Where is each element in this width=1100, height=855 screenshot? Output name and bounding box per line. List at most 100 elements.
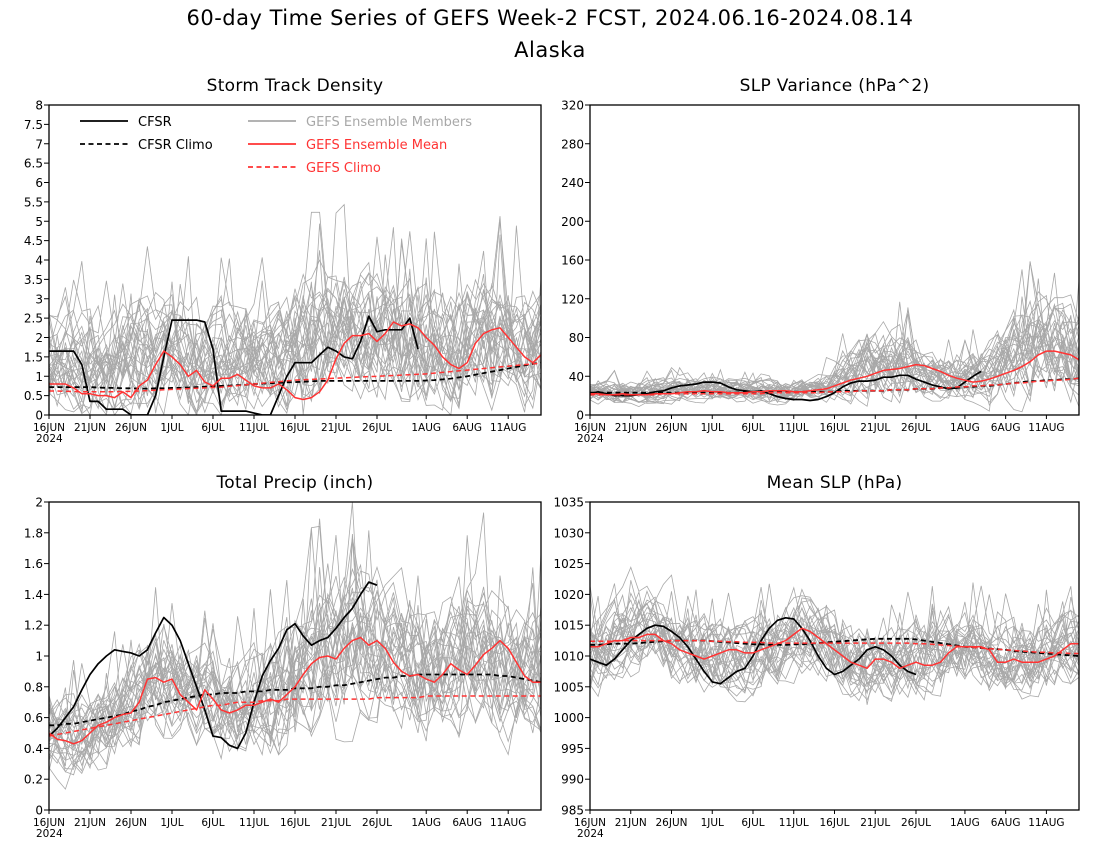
storm-track-density-y-tick-label: 7.5 xyxy=(24,118,43,132)
slp-variance-series-gefs-mean xyxy=(590,350,1079,396)
storm-track-density-year-label: 2024 xyxy=(36,433,63,445)
total-precip-x-tick-label: 21JUN xyxy=(74,817,106,829)
legend-cfsr-label: CFSR xyxy=(138,115,172,130)
total-precip-member-line xyxy=(49,535,541,770)
storm-track-density-x-tick-label: 1AUG xyxy=(411,422,441,434)
total-precip-x-tick-label: 21JUL xyxy=(321,817,351,829)
mean-slp-x-tick-label: 16JUN xyxy=(574,817,606,829)
storm-track-density-y-tick-label: 5.5 xyxy=(24,195,43,209)
slp-variance-y-tick-label: 240 xyxy=(561,176,584,190)
legend-gefs-mean-label: GEFS Ensemble Mean xyxy=(306,138,447,153)
mean-slp-member-line xyxy=(590,607,1079,685)
storm-track-density-y-tick-label: 0 xyxy=(35,409,43,423)
mean-slp-y-tick-label: 1000 xyxy=(553,711,584,725)
total-precip-y-tick-label: 1.6 xyxy=(24,557,43,571)
storm-track-density-x-tick-label: 16JUN xyxy=(33,422,65,434)
storm-track-density-member-line xyxy=(49,282,541,415)
total-precip-y-tick-label: 1 xyxy=(35,650,43,664)
panels-group: Storm Track Density 0 0.5 1 1.5 2 2.5 3 3.5 4 4.5 5… xyxy=(24,76,1080,840)
storm-track-density-y-tick-label: 2.5 xyxy=(24,312,43,326)
total-precip-y-tick-label: 1.8 xyxy=(24,526,43,540)
mean-slp-series-cfsr-climo xyxy=(590,637,1079,657)
mean-slp-y-tick-label: 1020 xyxy=(553,588,584,602)
mean-slp-x-tick-label: 26JUN xyxy=(656,817,688,829)
total-precip-member-line xyxy=(49,589,541,761)
storm-track-density-x-tick-label: 1JUL xyxy=(160,422,183,434)
total-precip-x-tick-label: 26JUN xyxy=(115,817,147,829)
slp-variance-series-gefs-climo xyxy=(590,377,1079,396)
storm-track-density-y-tick-label: 1.5 xyxy=(24,350,43,364)
slp-variance-member-line xyxy=(590,308,1079,399)
total-precip-x-tick-label: 11JUL xyxy=(239,817,269,829)
storm-track-density-member-line xyxy=(49,234,541,413)
storm-track-density-x-tick-label: 6JUL xyxy=(201,422,224,434)
storm-track-density-member-line xyxy=(49,274,541,412)
slp-variance-plot-area xyxy=(590,261,1079,413)
mean-slp-member-line xyxy=(590,617,1079,693)
slp-variance-x-tick-label: 6JUL xyxy=(741,422,764,434)
total-precip-title: Total Precip (inch) xyxy=(216,473,374,493)
mean-slp-y-tick-label: 1030 xyxy=(553,526,584,540)
slp-variance-ensemble-members xyxy=(590,261,1079,413)
mean-slp-member-line xyxy=(590,574,1079,697)
storm-track-density-y-tick-label: 5 xyxy=(35,215,43,229)
legend-gefs-climo-label: GEFS Climo xyxy=(306,161,381,176)
storm-track-density-y-tick-label: 3.5 xyxy=(24,273,43,287)
slp-variance-y-tick-label: 200 xyxy=(561,215,584,229)
mean-slp-member-line xyxy=(590,605,1079,705)
slp-variance-member-line xyxy=(590,321,1079,408)
storm-track-density-series-cfsr xyxy=(49,315,419,415)
mean-slp-x-tick-label: 6AUG xyxy=(991,817,1021,829)
storm-track-density-member-line xyxy=(49,242,541,403)
slp-variance-y-tick-label: 40 xyxy=(569,370,584,384)
total-precip-member-line xyxy=(49,567,541,756)
total-precip-y-tick-label: 1.4 xyxy=(24,588,43,602)
mean-slp-y-tick-label: 1025 xyxy=(553,557,584,571)
slp-variance-y-tick-label: 280 xyxy=(561,137,584,151)
mean-slp-member-line xyxy=(590,598,1079,683)
mean-slp-y-tick-label: 1035 xyxy=(553,496,584,510)
storm-track-density-member-line xyxy=(49,231,541,414)
mean-slp-x-tick-label: 6JUL xyxy=(741,817,764,829)
slp-variance-panel: SLP Variance (hPa^2) 0 40 80 120 160 200 240 280… xyxy=(561,76,1080,445)
total-precip-member-line xyxy=(49,563,541,752)
mean-slp-series-cfsr xyxy=(590,616,917,685)
slp-variance-y-tick-label: 160 xyxy=(561,254,584,268)
storm-track-density-x-tick-label: 11AUG xyxy=(490,422,526,434)
storm-track-density-y-tick-label: 7 xyxy=(35,137,43,151)
slp-variance-year-label: 2024 xyxy=(577,433,604,445)
storm-track-density-member-line xyxy=(49,276,541,415)
figure-title: 60-day Time Series of GEFS Week-2 FCST, … xyxy=(186,6,913,30)
mean-slp-member-line xyxy=(590,585,1079,702)
storm-track-density-series-gefs-mean xyxy=(49,321,541,401)
total-precip-year-label: 2024 xyxy=(36,828,63,840)
storm-track-density-plot-area xyxy=(49,203,541,415)
mean-slp-x-tick-label: 11AUG xyxy=(1028,817,1064,829)
storm-track-density-member-line xyxy=(49,231,541,410)
slp-variance-y-tick-label: 320 xyxy=(561,99,584,113)
mean-slp-plot-area xyxy=(590,566,1079,705)
storm-track-density-x-tick-label: 16JUL xyxy=(280,422,310,434)
storm-track-density-member-line xyxy=(49,223,541,415)
slp-variance-x-tick-label: 26JUN xyxy=(656,422,688,434)
total-precip-x-tick-label: 1JUL xyxy=(160,817,183,829)
total-precip-x-tick-label: 6AUG xyxy=(452,817,482,829)
storm-track-density-frame xyxy=(48,104,542,416)
total-precip-member-line xyxy=(49,502,541,771)
storm-track-density-member-line xyxy=(49,273,541,414)
slp-variance-member-line xyxy=(590,318,1079,399)
slp-variance-y-tick-label: 0 xyxy=(576,409,584,423)
total-precip-series-gefs-climo xyxy=(49,695,541,737)
storm-track-density-y-tick-label: 6.5 xyxy=(24,157,43,171)
mean-slp-y-tick-label: 990 xyxy=(561,773,584,787)
total-precip-member-line xyxy=(49,576,541,772)
slp-variance-x-tick-label: 11AUG xyxy=(1028,422,1064,434)
storm-track-density-x-tick-label: 26JUN xyxy=(115,422,147,434)
slp-variance-x-tick-label: 26JUL xyxy=(901,422,931,434)
total-precip-y-tick-label: 0.6 xyxy=(24,711,43,725)
mean-slp-x-tick-label: 26JUL xyxy=(901,817,931,829)
slp-variance-x-tick-label: 16JUN xyxy=(574,422,606,434)
storm-track-density-series-cfsr-climo xyxy=(49,361,541,390)
slp-variance-x-tick-label: 16JUL xyxy=(820,422,850,434)
